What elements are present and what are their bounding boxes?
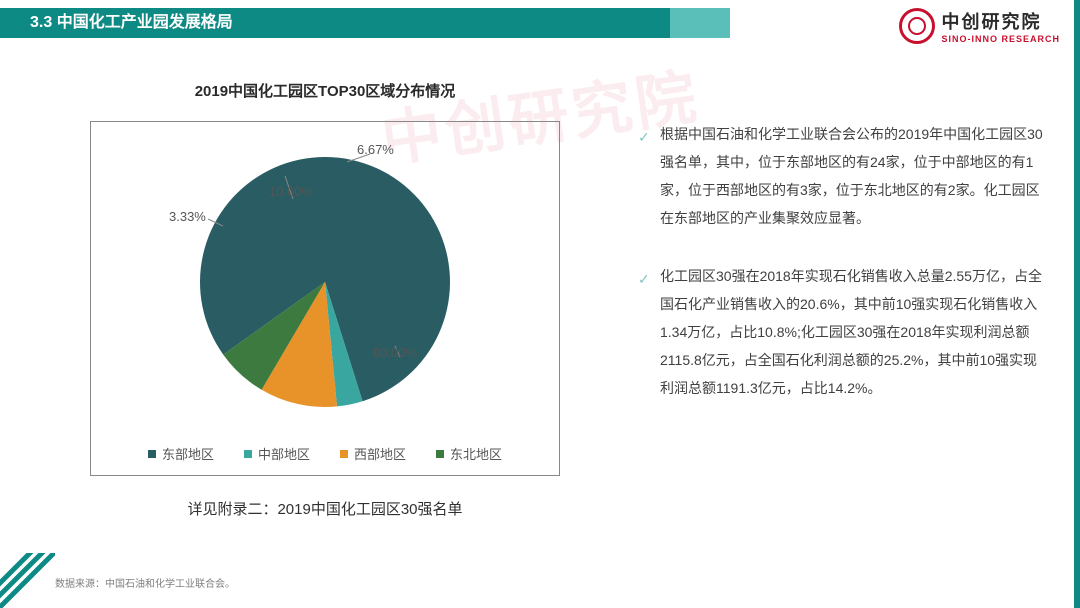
legend-label: 东北地区 <box>450 444 502 463</box>
legend-label: 西部地区 <box>354 444 406 463</box>
header-accent <box>670 8 730 38</box>
pie-slice-label: 10.00% <box>269 184 313 199</box>
pie-slice-label: 3.33% <box>169 209 206 224</box>
pie-slice-label: 6.67% <box>357 142 394 157</box>
section-number: 3.3 <box>30 14 52 31</box>
legend-item: 东北地区 <box>436 444 502 463</box>
chart-title: 2019中国化工园区TOP30区域分布情况 <box>90 80 560 101</box>
chart-area: 2019中国化工园区TOP30区域分布情况 80.00% 3.33% 10.00% 6… <box>90 80 560 519</box>
legend-swatch <box>340 450 348 458</box>
data-source: 数据来源：中国石油和化学工业联合会。 <box>55 575 235 590</box>
section-header: 3.3 中国化工产业园发展格局 <box>0 8 670 38</box>
legend-swatch <box>436 450 444 458</box>
legend-swatch <box>244 450 252 458</box>
legend-swatch <box>148 450 156 458</box>
check-icon: ✓ <box>638 265 650 293</box>
logo-icon <box>899 8 935 44</box>
corner-decoration <box>0 553 55 608</box>
right-edge-bar <box>1074 0 1080 608</box>
legend-label: 东部地区 <box>162 444 214 463</box>
logo-en: SINO-INNO RESEARCH <box>941 34 1060 44</box>
legend-item: 东部地区 <box>148 444 214 463</box>
chart-box: 80.00% 3.33% 10.00% 6.67% 东部地区 中部地区 西部地区 东北地区 <box>90 121 560 476</box>
legend-item: 西部地区 <box>340 444 406 463</box>
paragraph-1-text: 根据中国石油和化学工业联合会公布的2019年中国化工园区30强名单，其中，位于东… <box>660 126 1043 226</box>
brand-logo: 中创研究院 SINO-INNO RESEARCH <box>899 8 1060 44</box>
pie-slice-label: 80.00% <box>373 345 417 360</box>
paragraph-2: ✓ 化工园区30强在2018年实现石化销售收入总量2.55万亿，占全国石化产业销… <box>650 262 1050 402</box>
section-title: 中国化工产业园发展格局 <box>57 14 233 31</box>
pie-chart <box>185 142 465 422</box>
text-area: ✓ 根据中国石油和化学工业联合会公布的2019年中国化工园区30强名单，其中，位… <box>650 120 1050 432</box>
paragraph-2-text: 化工园区30强在2018年实现石化销售收入总量2.55万亿，占全国石化产业销售收… <box>660 268 1042 396</box>
chart-legend: 东部地区 中部地区 西部地区 东北地区 <box>91 444 559 463</box>
paragraph-1: ✓ 根据中国石油和化学工业联合会公布的2019年中国化工园区30强名单，其中，位… <box>650 120 1050 232</box>
check-icon: ✓ <box>638 123 650 151</box>
pie-wrap: 80.00%3.33%10.00%6.67% <box>185 142 465 422</box>
legend-item: 中部地区 <box>244 444 310 463</box>
logo-cn: 中创研究院 <box>941 8 1060 34</box>
legend-label: 中部地区 <box>258 444 310 463</box>
chart-footnote: 详见附录二：2019中国化工园区30强名单 <box>90 498 560 519</box>
